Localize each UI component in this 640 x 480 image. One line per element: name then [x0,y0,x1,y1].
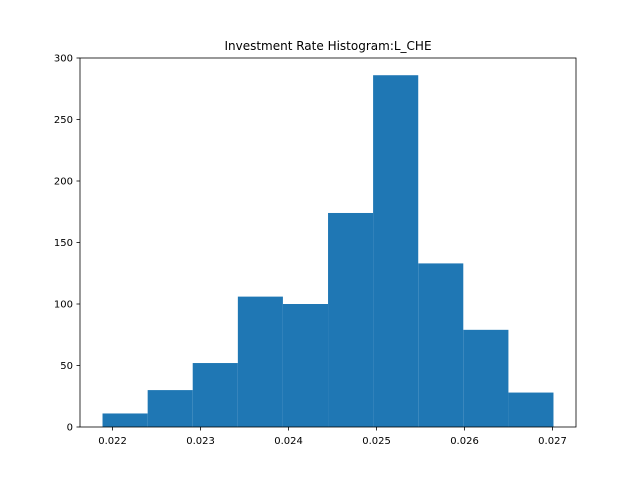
x-tick-label: 0.024 [274,436,303,447]
bar [373,75,419,427]
bar [463,329,509,427]
bar [328,212,374,427]
y-tick-label: 100 [54,300,73,311]
y-tick-label: 150 [54,238,73,249]
x-tick-label: 0.023 [186,436,215,447]
bar [508,392,554,427]
y-tick-label: 50 [60,361,73,372]
x-tick-label: 0.026 [450,436,479,447]
bar [418,263,464,427]
x-tick-label: 0.027 [538,436,567,447]
y-tick-label: 0 [67,423,73,434]
bar [102,413,148,427]
y-tick-label: 200 [54,177,73,188]
bar [147,390,193,427]
bar [192,363,238,427]
chart-title: Investment Rate Histogram:L_CHE [224,39,431,53]
bar [282,304,329,427]
y-tick-label: 300 [54,54,73,65]
x-tick-label: 0.025 [362,436,391,447]
x-tick-label: 0.022 [98,436,127,447]
bar [237,296,283,427]
y-tick-label: 250 [54,115,73,126]
